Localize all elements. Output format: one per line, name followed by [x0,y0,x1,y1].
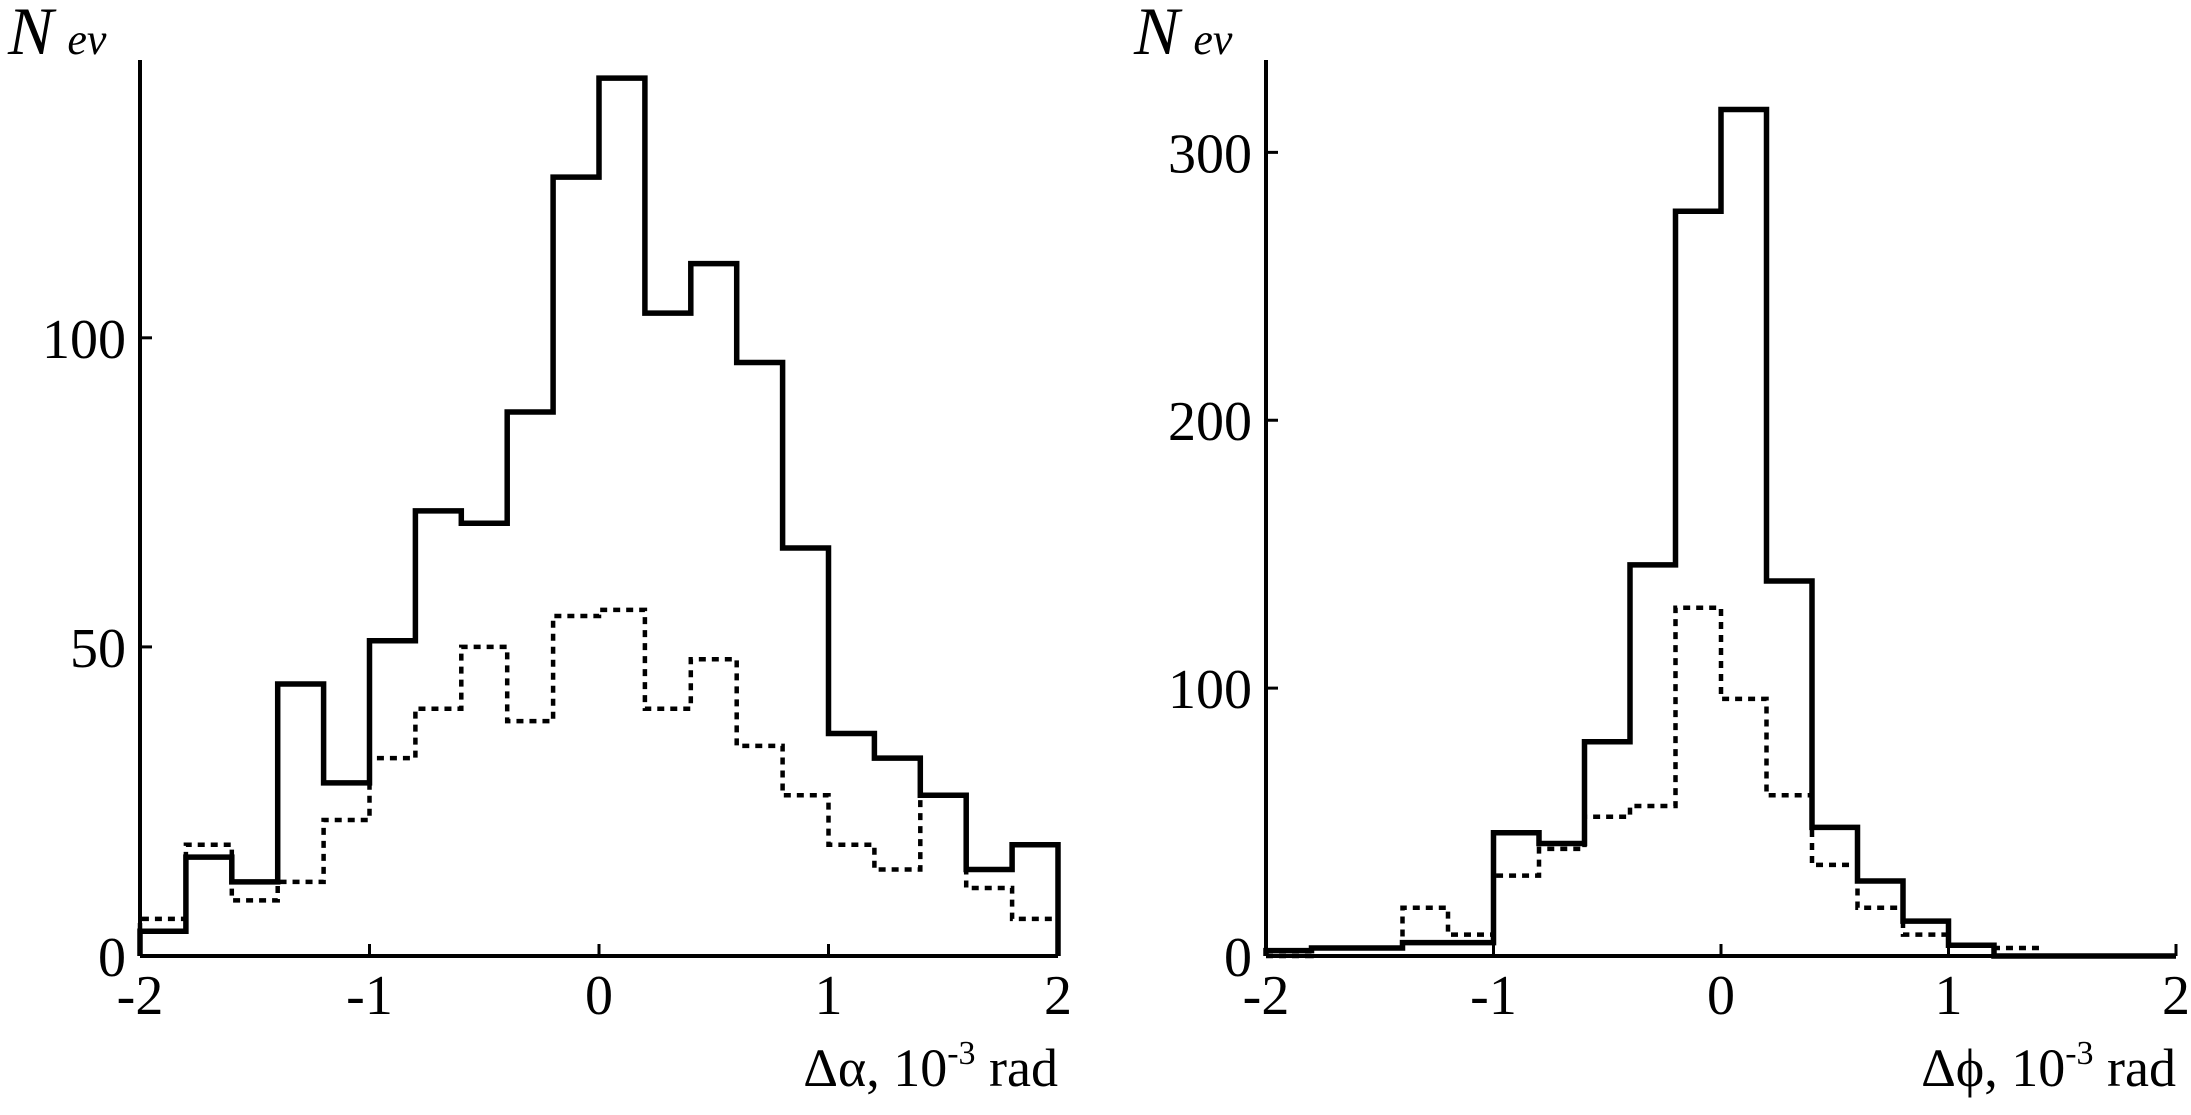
x-axis-label: Δϕ, 10-3 rad [1921,1035,2176,1098]
x-tick-label: -1 [1470,965,1517,1027]
dotted-histogram-series [137,607,1061,956]
left-histogram-panel: -2 -1 0 1 2 0 50 100 N ev Δα, 10-3 rad [7,0,1072,1098]
y-tick-label: 100 [1168,659,1252,721]
x-tick-label: 2 [2162,965,2190,1027]
y-tick-label: 200 [1168,391,1252,453]
y-tick-label: 0 [1224,927,1252,989]
x-axis-label: Δα, 10-3 rad [803,1035,1058,1098]
y-tick-label: 0 [98,927,126,989]
dotted-histogram-series [1266,605,2176,959]
y-tick-label: 300 [1168,123,1252,185]
x-tick-label: 1 [1935,965,1963,1027]
x-tick-label: -1 [346,965,393,1027]
x-tick-label: 0 [585,965,613,1027]
y-tick-label: 100 [42,309,126,371]
x-tick-label: 2 [1044,965,1072,1027]
y-tick-label: 50 [70,618,126,680]
x-tick-label: 0 [1707,965,1735,1027]
solid-histogram-series [1263,106,2176,959]
solid-histogram-series [137,75,1061,956]
x-tick-label: 1 [815,965,843,1027]
x-tick-label: -2 [117,965,164,1027]
x-tick-label: -2 [1243,965,1290,1027]
right-histogram-panel: -2 -1 0 1 2 0 100 200 300 N ev Δϕ, 10-3 rad [1133,0,2190,1098]
